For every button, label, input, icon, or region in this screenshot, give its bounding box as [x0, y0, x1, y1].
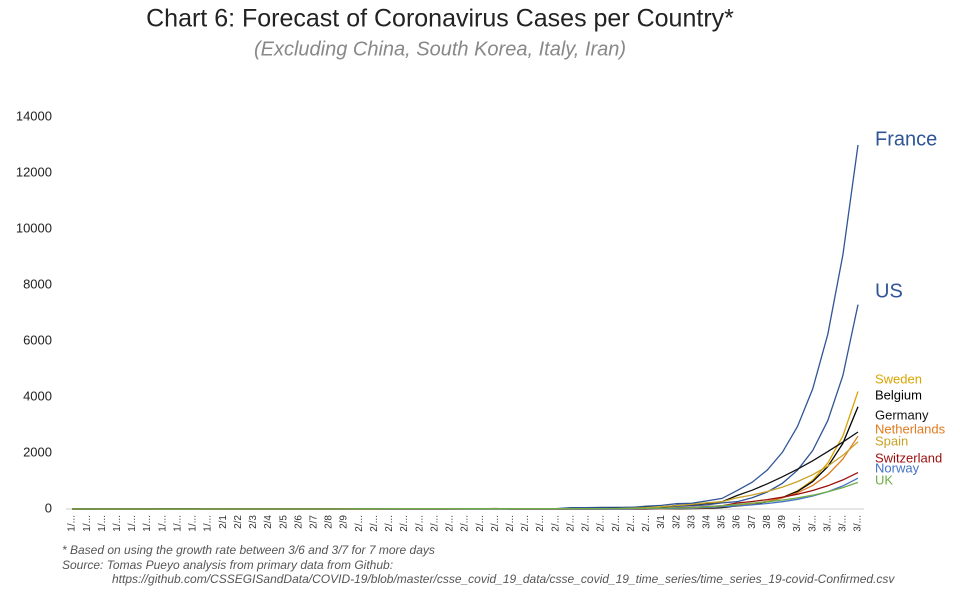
source-url: https://github.com/CSSEGISandData/COVID-… — [112, 572, 895, 586]
series-line — [72, 391, 859, 510]
x-tick-label: 3/1 — [656, 515, 667, 529]
x-tick-label: 3/... — [792, 515, 803, 532]
legend-label: Netherlands — [875, 421, 946, 436]
footnote: * Based on using the growth rate between… — [62, 543, 435, 557]
y-tick-label: 14000 — [16, 108, 52, 123]
x-tick-label: 2/6 — [293, 515, 304, 529]
x-tick-label: 3/8 — [762, 515, 773, 529]
x-tick-label: 2/... — [354, 515, 365, 532]
x-tick-label: 2/... — [384, 515, 395, 532]
x-tick-label: 2/... — [565, 515, 576, 532]
x-tick-label: 2/9 — [339, 515, 350, 529]
series-line — [72, 481, 859, 510]
legend-label: Norway — [875, 460, 920, 475]
x-tick-label: 2/... — [505, 515, 516, 532]
y-tick-label: 4000 — [23, 388, 52, 403]
x-tick-label: 2/... — [460, 515, 471, 532]
x-tick-label: 2/1 — [218, 515, 229, 529]
x-tick-label: 2/... — [626, 515, 637, 532]
y-tick-label: 2000 — [23, 444, 52, 459]
x-tick-label: 3/5 — [717, 515, 728, 529]
legend-label: Belgium — [875, 387, 922, 402]
x-tick-label: 2/8 — [324, 515, 335, 529]
x-tick-label: 1/... — [142, 515, 153, 532]
y-tick-label: 8000 — [23, 276, 52, 291]
x-tick-label: 2/3 — [248, 515, 259, 529]
series-line — [72, 406, 859, 510]
x-tick-label: 3/9 — [777, 515, 788, 529]
x-tick-label: 2/... — [611, 515, 622, 532]
series-line — [72, 304, 859, 510]
legend-label: Spain — [875, 433, 908, 448]
x-tick-label: 2/... — [414, 515, 425, 532]
x-tick-label: 3/... — [822, 515, 833, 532]
legend-label: Sweden — [875, 371, 922, 386]
x-tick-label: 1/... — [157, 515, 168, 532]
x-tick-label: 1/... — [67, 515, 78, 532]
x-tick-label: 2/... — [369, 515, 380, 532]
x-tick-label: 3/6 — [732, 515, 743, 529]
x-tick-label: 2/... — [475, 515, 486, 532]
x-tick-label: 3/... — [838, 515, 849, 532]
legend-label: UK — [875, 472, 893, 487]
x-tick-label: 2/... — [490, 515, 501, 532]
x-tick-label: 1/... — [97, 515, 108, 532]
legend-label: US — [875, 280, 903, 302]
x-tick-label: 3/4 — [701, 515, 712, 529]
x-tick-label: 2/5 — [278, 515, 289, 529]
x-tick-label: 3/7 — [747, 515, 758, 529]
x-tick-label: 2/2 — [233, 515, 244, 529]
legend-label: Switzerland — [875, 450, 942, 465]
x-tick-label: 2/... — [550, 515, 561, 532]
x-tick-label: 2/... — [429, 515, 440, 532]
x-tick-label: 1/... — [188, 515, 199, 532]
y-tick-label: 10000 — [16, 220, 52, 235]
x-tick-label: 2/... — [520, 515, 531, 532]
x-tick-label: 2/... — [399, 515, 410, 532]
x-tick-label: 1/... — [127, 515, 138, 532]
x-tick-label: 3/3 — [686, 515, 697, 529]
x-tick-label: 3/... — [807, 515, 818, 532]
x-tick-label: 1/... — [172, 515, 183, 532]
x-tick-label: 3/... — [853, 515, 864, 532]
y-tick-label: 12000 — [16, 164, 52, 179]
x-tick-label: 3/2 — [671, 515, 682, 529]
source-note: Source: Tomas Pueyo analysis from primar… — [62, 558, 393, 572]
legend-label: Germany — [875, 407, 929, 422]
x-tick-label: 2/... — [641, 515, 652, 532]
x-tick-label: 1/... — [203, 515, 214, 532]
series-line — [72, 441, 859, 510]
chart-title: Chart 6: Forecast of Coronavirus Cases p… — [146, 5, 734, 33]
x-tick-label: 2/... — [581, 515, 592, 532]
series-line — [72, 144, 859, 510]
x-tick-label: 2/7 — [308, 515, 319, 529]
y-tick-label: 0 — [45, 500, 52, 515]
x-tick-label: 2/4 — [263, 515, 274, 529]
x-tick-label: 2/... — [535, 515, 546, 532]
series-line — [72, 435, 859, 510]
x-tick-label: 2/... — [596, 515, 607, 532]
x-tick-label: 2/... — [445, 515, 456, 532]
chart-subtitle: (Excluding China, South Korea, Italy, Ir… — [254, 38, 626, 60]
y-tick-label: 6000 — [23, 332, 52, 347]
x-tick-label: 1/... — [112, 515, 123, 532]
x-tick-label: 1/... — [82, 515, 93, 532]
legend-label: France — [875, 128, 937, 150]
